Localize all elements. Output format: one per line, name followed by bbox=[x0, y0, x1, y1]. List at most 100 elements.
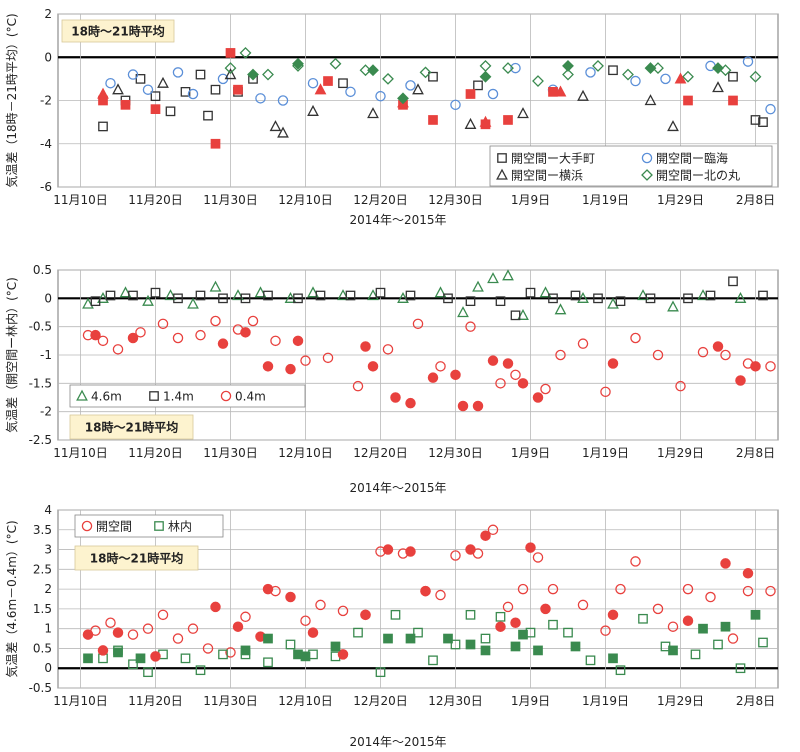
legend-marker bbox=[220, 390, 232, 402]
data-point-filled bbox=[217, 338, 229, 349]
data-point-filled bbox=[292, 335, 304, 347]
data-point-filled bbox=[135, 653, 146, 664]
y-tick-label: 3.5 bbox=[33, 523, 52, 537]
legend-label: 開空間ー北の丸 bbox=[656, 169, 740, 183]
x-tick-label: 2月8日 bbox=[736, 193, 775, 207]
data-point bbox=[187, 88, 199, 100]
data-point bbox=[607, 297, 619, 309]
data-point bbox=[337, 289, 349, 301]
data-point bbox=[758, 290, 768, 301]
data-point-filled bbox=[314, 83, 327, 95]
legend-box bbox=[489, 145, 773, 187]
x-axis-label: 2014年～2015年 bbox=[349, 481, 446, 495]
data-point-filled bbox=[112, 627, 124, 638]
data-point-filled bbox=[382, 544, 394, 555]
data-point bbox=[142, 84, 154, 95]
data-point bbox=[517, 583, 529, 595]
plot-area bbox=[57, 509, 779, 689]
data-point bbox=[105, 617, 116, 628]
data-point-filled bbox=[525, 542, 536, 553]
x-tick-label: 12月30日 bbox=[428, 446, 483, 460]
data-point bbox=[172, 332, 184, 344]
data-point-filled bbox=[518, 629, 528, 640]
data-point-filled bbox=[472, 400, 484, 412]
data-point bbox=[720, 349, 731, 361]
x-axis-label: 2014年～2015年 bbox=[349, 735, 446, 749]
x-tick-label: 11月10日 bbox=[53, 193, 108, 207]
data-point bbox=[165, 106, 176, 117]
data-point bbox=[232, 289, 244, 301]
data-point bbox=[600, 386, 611, 398]
data-point-filled bbox=[405, 633, 416, 644]
data-point-filled bbox=[428, 115, 438, 125]
data-point-filled bbox=[82, 629, 94, 640]
data-point bbox=[563, 627, 573, 638]
data-point bbox=[495, 378, 506, 389]
data-point bbox=[540, 383, 551, 395]
data-point-filled bbox=[120, 99, 131, 110]
data-point-filled bbox=[533, 645, 543, 656]
data-point bbox=[97, 335, 109, 347]
data-point bbox=[375, 90, 386, 102]
data-point-filled bbox=[683, 95, 693, 106]
data-point bbox=[413, 627, 423, 638]
data-point-filled bbox=[682, 615, 694, 627]
legend-marker bbox=[641, 152, 653, 164]
data-point-filled bbox=[360, 341, 371, 352]
data-point bbox=[82, 297, 94, 309]
data-point bbox=[450, 639, 461, 650]
x-tick-label: 12月10日 bbox=[278, 694, 333, 708]
data-point-filled bbox=[150, 651, 161, 662]
data-point-filled bbox=[113, 647, 123, 658]
data-point bbox=[465, 609, 476, 620]
data-point bbox=[577, 599, 589, 611]
data-point-filled bbox=[517, 378, 529, 389]
data-point bbox=[164, 289, 177, 301]
data-point bbox=[548, 293, 558, 304]
legend-box bbox=[69, 384, 306, 408]
data-point-filled bbox=[554, 85, 567, 97]
data-point bbox=[263, 657, 273, 668]
data-point bbox=[510, 62, 521, 74]
data-point bbox=[240, 611, 251, 623]
legend-label: 林内 bbox=[168, 520, 192, 534]
data-point bbox=[765, 585, 776, 597]
data-point bbox=[135, 74, 146, 84]
y-tick-label: 3 bbox=[44, 543, 52, 557]
legend-marker bbox=[76, 389, 88, 401]
data-point bbox=[682, 70, 694, 83]
data-point-filled bbox=[150, 104, 161, 114]
data-point-filled bbox=[367, 64, 379, 77]
x-tick-label: 1月29日 bbox=[657, 193, 704, 207]
x-axis-label: 2014年～2015年 bbox=[349, 213, 446, 227]
legend-marker bbox=[154, 521, 164, 531]
data-point bbox=[547, 583, 559, 595]
data-point-filled bbox=[337, 649, 349, 660]
data-point-filled bbox=[465, 89, 476, 99]
data-point bbox=[209, 280, 222, 292]
data-point bbox=[532, 552, 544, 563]
data-point-filled bbox=[570, 641, 581, 652]
data-point bbox=[352, 380, 364, 392]
y-tick-label: -2.5 bbox=[29, 433, 52, 447]
data-point bbox=[517, 107, 529, 119]
data-point bbox=[270, 335, 281, 347]
data-point-filled bbox=[383, 633, 393, 644]
data-point-filled bbox=[263, 633, 273, 644]
data-point bbox=[187, 623, 199, 634]
data-point-filled bbox=[540, 603, 551, 615]
data-point bbox=[382, 72, 394, 85]
data-point bbox=[593, 293, 603, 304]
data-point-filled bbox=[127, 332, 139, 344]
data-point bbox=[758, 637, 768, 648]
data-point bbox=[142, 623, 154, 634]
data-point-filled bbox=[728, 95, 738, 106]
data-point-filled bbox=[97, 645, 109, 656]
data-point bbox=[697, 346, 709, 358]
x-tick-label: 1月9日 bbox=[511, 193, 550, 207]
data-point bbox=[337, 605, 349, 617]
data-point bbox=[728, 276, 738, 287]
data-point bbox=[247, 315, 259, 327]
data-point bbox=[525, 287, 536, 298]
